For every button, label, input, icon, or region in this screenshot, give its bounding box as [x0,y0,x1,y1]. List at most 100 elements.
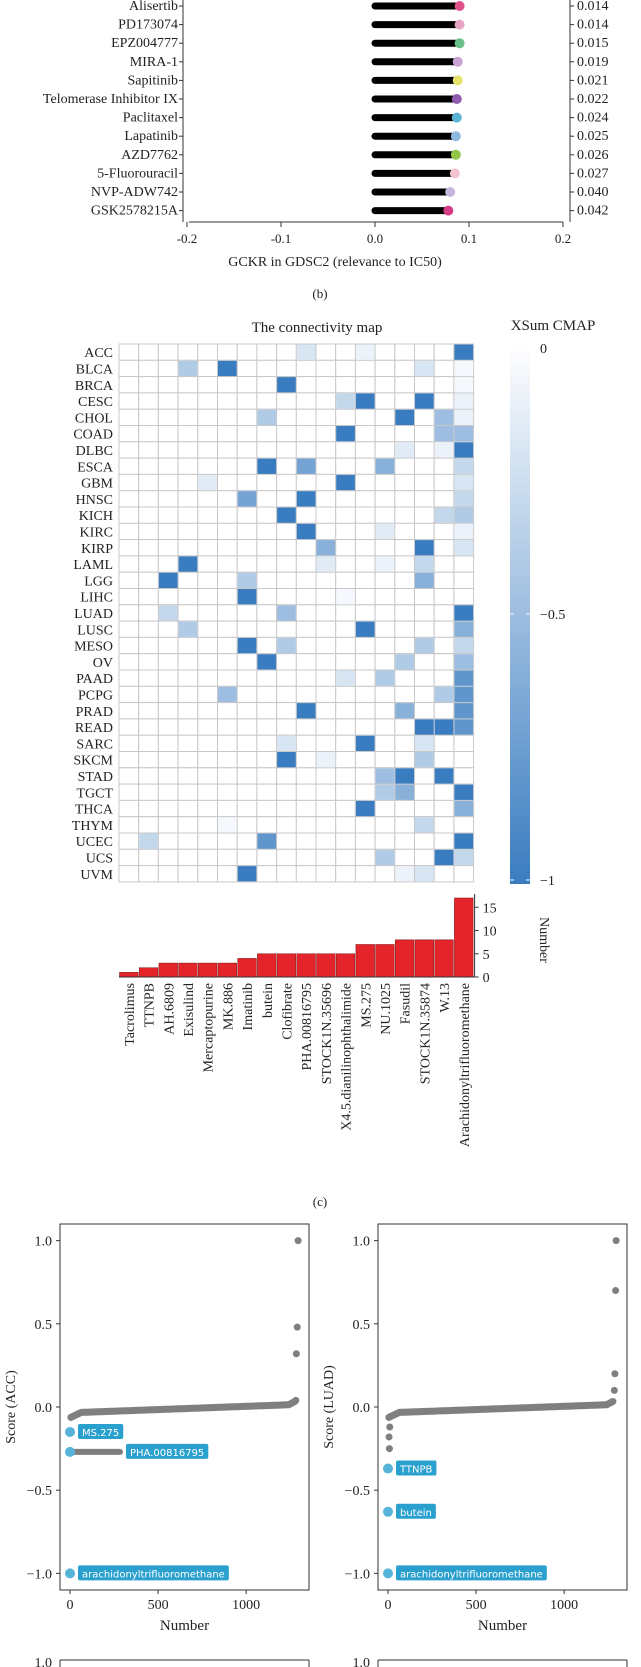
heatmap-cell [335,832,356,850]
lollipop-panel-b: -0.2 -0.1 0.0 0.1 0.2 Alisertib 0.014 PD173074 0… [43,0,609,301]
row-label: BLCA [76,362,114,377]
heatmap-cell-filled [158,572,178,588]
heatmap-cell [256,734,278,753]
heatmap-cell [276,832,297,850]
heatmap-cell [433,588,455,606]
heatmap-cell [433,604,455,622]
row-label: UVM [80,868,113,883]
heatmap-cell [335,571,356,590]
column-label: W.13 [438,983,453,1012]
heatmap-cell [374,490,396,508]
heatmap-cell [374,506,396,524]
heatmap-cell [157,718,179,736]
column-label: AH.6809 [162,983,177,1035]
bar-y-title: Number [536,917,551,963]
y-axis-title: Score (LUAD) [322,1365,337,1449]
score-point [292,1396,300,1404]
heatmap-cell-filled [454,442,474,458]
heatmap-cell [453,734,475,753]
heatmap-cell [374,734,396,753]
heatmap-cell [197,832,219,850]
heatmap-cell [433,799,455,818]
heatmap-cell [177,604,199,622]
heatmap-cell [276,392,297,410]
heatmap-cell-filled [454,377,474,393]
heatmap-cell [295,539,317,557]
heatmap-cell [197,425,219,443]
heatmap-cell-filled [336,426,355,442]
heatmap-cell [354,816,376,834]
heatmap-cell-filled [375,784,395,800]
heatmap-cell [177,425,199,443]
column-label: STOCK1N.35874 [418,983,433,1084]
heatmap-cell [138,506,159,524]
heatmap-cell [335,816,356,834]
x-tick-label: 0.0 [367,231,383,246]
heatmap-cell [157,359,179,378]
heatmap-cell [315,685,337,704]
heatmap-cell [197,734,219,753]
heatmap-cell [256,604,278,622]
heatmap-cell [256,685,278,704]
heatmap-cell [217,588,238,606]
heatmap-cell [354,653,376,671]
heatmap-cell [236,816,258,834]
heatmap-cell-filled [454,474,474,491]
heatmap-cell [197,457,219,475]
heatmap-cell [414,425,435,443]
heatmap-cell [138,799,159,818]
heatmap-cell [374,473,396,492]
heatmap-cell [138,343,159,361]
heatmap-cell [394,359,415,378]
heatmap-cell [354,425,376,443]
score-point [292,1350,300,1358]
heatmap-cell-filled [454,491,474,507]
heatmap-cell [217,783,238,801]
row-label: ACC [84,346,113,361]
heatmap-cell [276,571,297,590]
heatmap-cell [374,685,396,704]
heatmap-cell [394,588,415,606]
heatmap-cell [295,441,317,459]
heatmap-cell-filled [277,507,296,523]
legend-tick-label: −0.5 [540,608,565,623]
heatmap-cell [394,457,415,475]
scatter-panel-acc: 1.0 0.5 0.0 −0.5 −1.0 0 500 1000 Number Score (AC… [4,1223,310,1634]
lollipop-dot [454,19,465,30]
heatmap-cell [217,522,238,541]
heatmap-cell-filled [415,817,434,833]
heatmap-cell [394,376,415,394]
heatmap-cell [256,848,278,867]
heatmap-cell [118,522,140,541]
heatmap-cell [118,848,140,867]
heatmap-cell [374,359,396,378]
p-value-label: 0.024 [577,111,609,126]
heatmap-cell [157,392,179,410]
heatmap-cell [256,702,278,720]
highlight-label: TTNPB [399,1465,433,1476]
heatmap-cell [138,848,159,867]
heatmap-cell [354,718,376,736]
heatmap-cell-filled [454,670,474,686]
heatmap-cell [335,376,356,394]
heatmap-cell [138,636,159,655]
heatmap-cell [236,751,258,769]
heatmap-cell [217,555,238,573]
heatmap-cell [157,620,179,638]
heatmap-cell [177,408,199,427]
heatmap-cell [118,408,140,427]
heatmap-cell [217,376,238,394]
count-bar [276,953,297,978]
score-point [385,1433,393,1441]
highlight-point [65,1426,75,1437]
heatmap-cell [394,636,415,655]
heatmap-cell [433,571,455,590]
heatmap-cell [217,539,238,557]
heatmap-cell [197,669,219,687]
heatmap-cell-filled [454,605,474,621]
heatmap-cell [217,734,238,753]
heatmap-cell [394,604,415,622]
heatmap-cell [157,848,179,867]
heatmap-cell [335,702,356,720]
